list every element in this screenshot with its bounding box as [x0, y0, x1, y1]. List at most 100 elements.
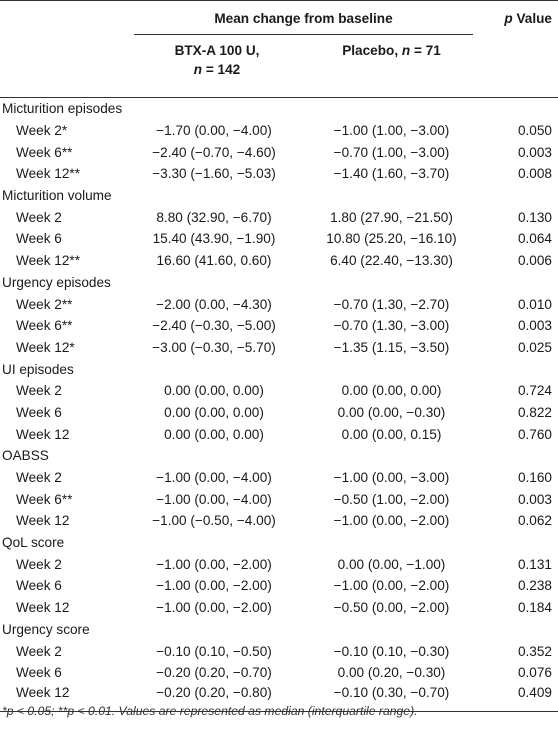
- p-value: 0.822: [517, 404, 552, 420]
- placebo-value: −0.10 (0.10, −0.30): [333, 643, 450, 659]
- table-row: Week 6 −1.00 (0.00, −2.00) −1.00 (0.00, −2…: [0, 575, 558, 597]
- placebo-label: Placebo,: [342, 43, 402, 58]
- btx-value: −3.00 (−0.30, −5.70): [152, 339, 276, 355]
- placebo-value: −1.35 (1.15, −3.50): [333, 339, 450, 355]
- placebo-value: −1.40 (1.60, −3.70): [333, 166, 450, 182]
- p-value-header: p Value: [477, 0, 558, 35]
- placebo-value: −1.00 (0.00, −2.00): [333, 578, 450, 594]
- placebo-value: −1.00 (1.00, −3.00): [333, 123, 450, 139]
- section-title: Micturition episodes: [2, 101, 123, 117]
- section-row: UI episodes: [0, 358, 558, 380]
- btx-value: −0.20 (0.20, −0.70): [156, 665, 272, 681]
- placebo-value: 10.80 (25.20, −16.10): [326, 231, 457, 247]
- row-label: Week 2: [16, 556, 62, 572]
- section-row: Urgency score: [0, 619, 558, 641]
- section-row: Micturition episodes: [0, 98, 558, 120]
- placebo-value: 0.00 (0.00, 0.15): [341, 426, 442, 442]
- placebo-value: −0.10 (0.30, −0.70): [306, 683, 477, 712]
- btx-column-header: BTX-A 100 U, n = 142: [120, 35, 306, 98]
- p-value: 0.076: [517, 665, 552, 681]
- table-row: Week 6** −1.00 (0.00, −4.00) −0.50 (1.00, …: [0, 488, 558, 510]
- btx-value: 15.40 (43.90, −1.90): [152, 231, 276, 247]
- placebo-value: −1.00 (0.00, −3.00): [333, 470, 450, 486]
- p-value: 0.238: [517, 578, 552, 594]
- section-row: QoL score: [0, 532, 558, 554]
- placebo-value: −0.70 (1.30, −2.70): [333, 296, 450, 312]
- p-value: 0.062: [517, 513, 552, 529]
- header-row-1: Mean change from baseline p Value: [0, 0, 558, 35]
- btx-value: −1.00 (0.00, −4.00): [156, 491, 272, 507]
- table-row: Week 12 −1.00 (−0.50, −4.00) −1.00 (0.00, …: [0, 510, 558, 532]
- placebo-value: −0.70 (1.00, −3.00): [333, 144, 450, 160]
- empty-header-cell: [0, 0, 120, 35]
- table-row: Week 2 8.80 (32.90, −6.70) 1.80 (27.90, −2…: [0, 206, 558, 228]
- results-table: Mean change from baseline p Value BTX-A …: [0, 0, 558, 712]
- btx-value: −2.00 (0.00, −4.30): [156, 296, 272, 312]
- group-header-label: Mean change from baseline: [134, 1, 473, 35]
- p-value: 0.760: [517, 426, 552, 442]
- btx-header-line2: n = 142: [128, 60, 306, 79]
- table-footnote: *p < 0.05; **p < 0.01. Values are repres…: [2, 704, 418, 718]
- btx-value: 0.00 (0.00, 0.00): [164, 426, 264, 442]
- btx-value: −3.30 (−1.60, −5.03): [152, 166, 276, 182]
- p-value: 0.409: [477, 683, 558, 712]
- row-label: Week 12: [0, 683, 120, 712]
- table-row: Week 12** 16.60 (41.60, 0.60) 6.40 (22.40,…: [0, 250, 558, 272]
- btx-n-value: = 142: [202, 62, 241, 77]
- section-title: Urgency score: [2, 621, 90, 637]
- row-label: Week 6**: [16, 144, 73, 160]
- table-row: Week 2 0.00 (0.00, 0.00) 0.00 (0.00, 0.00)…: [0, 380, 558, 402]
- table-row: Week 6** −2.40 (−0.30, −5.00) −0.70 (1.30,…: [0, 315, 558, 337]
- section-title: UI episodes: [2, 361, 74, 377]
- section-title: QoL score: [2, 535, 65, 551]
- p-value: 0.008: [517, 166, 552, 182]
- table-row: Week 6 0.00 (0.00, 0.00) 0.00 (0.00, −0.30…: [0, 402, 558, 424]
- p-value: 0.003: [517, 144, 552, 160]
- btx-value: −2.40 (−0.70, −4.60): [152, 144, 276, 160]
- section-row: Urgency episodes: [0, 272, 558, 294]
- table-row: Week 2 −1.00 (0.00, −2.00) 0.00 (0.00, −1.…: [0, 553, 558, 575]
- btx-value: −1.00 (0.00, −2.00): [156, 556, 272, 572]
- btx-value: −1.70 (0.00, −4.00): [156, 123, 272, 139]
- p-value: 0.025: [517, 339, 552, 355]
- row-label: Week 2: [16, 209, 62, 225]
- btx-value: −0.20 (0.20, −0.80): [120, 683, 306, 712]
- placebo-value: −0.50 (0.00, −2.00): [333, 600, 450, 616]
- p-value: 0.130: [517, 209, 552, 225]
- placebo-value: 1.80 (27.90, −21.50): [330, 209, 453, 225]
- row-label: Week 6: [16, 404, 62, 420]
- section-row: Micturition volume: [0, 185, 558, 207]
- p-value: 0.064: [517, 231, 552, 247]
- row-label: Week 6: [16, 231, 62, 247]
- row-label: Week 6**: [16, 318, 73, 334]
- btx-value: −1.00 (0.00, −4.00): [156, 470, 272, 486]
- placebo-value: −1.00 (0.00, −2.00): [333, 513, 450, 529]
- placebo-value: 0.00 (0.20, −0.30): [337, 665, 446, 681]
- row-label: Week 12**: [16, 253, 80, 269]
- placebo-n-italic: n: [401, 43, 411, 58]
- p-value: 0.050: [517, 123, 552, 139]
- row-label: Week 12**: [16, 166, 80, 182]
- p-value: 0.184: [517, 600, 552, 616]
- section-row: OABSS: [0, 445, 558, 467]
- table-row: Week 12 −0.20 (0.20, −0.80) −0.10 (0.30, −…: [0, 683, 558, 712]
- row-label: Week 6: [16, 578, 62, 594]
- p-value: 0.010: [517, 296, 552, 312]
- placebo-value: 0.00 (0.00, −0.30): [337, 404, 446, 420]
- table-row: Week 2** −2.00 (0.00, −4.30) −0.70 (1.30, …: [0, 293, 558, 315]
- btx-header-line1: BTX-A 100 U,: [174, 43, 260, 58]
- p-value: 0.006: [517, 253, 552, 269]
- row-label: Week 12: [16, 513, 70, 529]
- empty-header-cell-2: [0, 35, 120, 98]
- btx-n-italic: n: [193, 62, 203, 77]
- row-label: Week 12: [16, 600, 70, 616]
- row-label: Week 2*: [16, 123, 68, 139]
- placebo-value: −0.50 (1.00, −2.00): [333, 491, 450, 507]
- row-label: Week 2: [16, 470, 62, 486]
- p-value: 0.352: [517, 643, 552, 659]
- row-label: Week 2: [16, 643, 62, 659]
- row-label: Week 12*: [16, 339, 75, 355]
- placebo-n-value: = 71: [410, 43, 441, 58]
- p-value: 0.131: [517, 556, 552, 572]
- table-row: Week 12 0.00 (0.00, 0.00) 0.00 (0.00, 0.15…: [0, 423, 558, 445]
